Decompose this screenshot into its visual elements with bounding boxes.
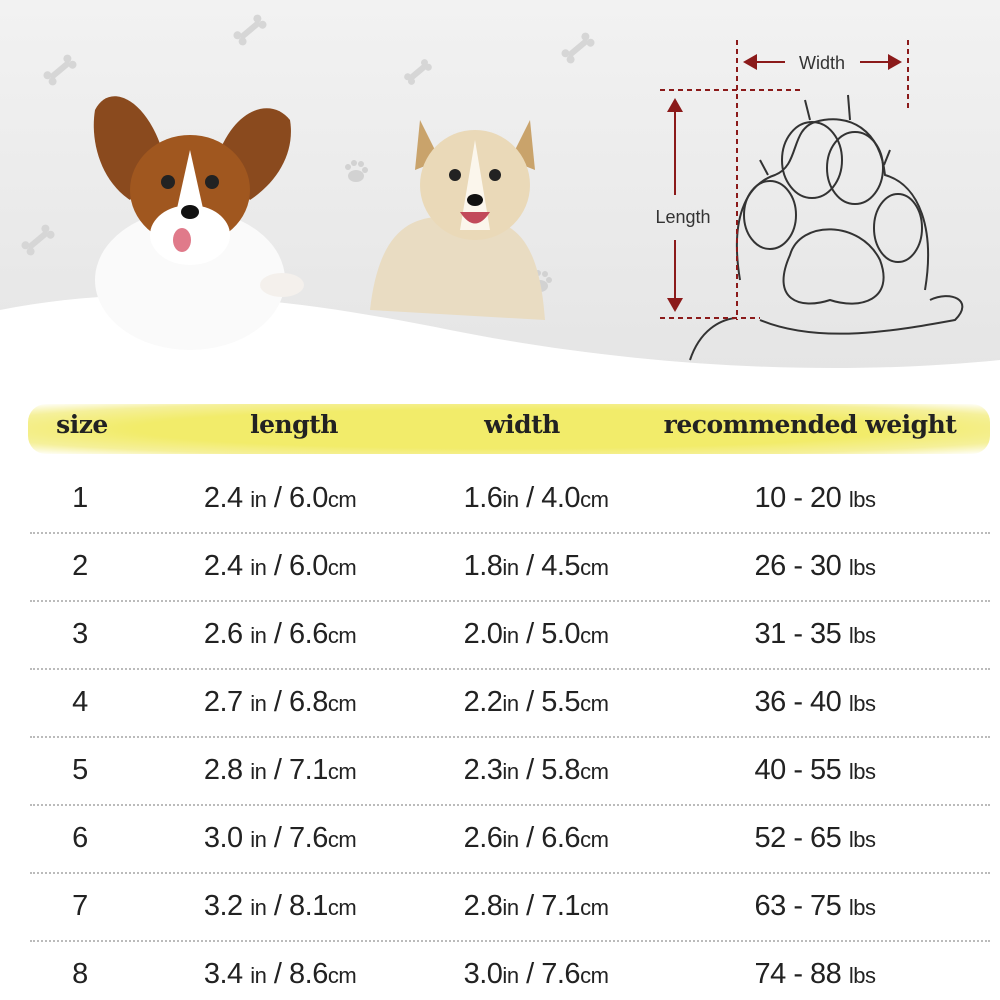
width-cell: 1.8in / 4.5cm xyxy=(463,550,609,582)
length-cell: 2.8 in / 7.1cm xyxy=(203,754,357,786)
row-divider xyxy=(30,804,990,806)
width-cell: 2.0in / 5.0cm xyxy=(463,618,609,650)
dimension-lines xyxy=(660,40,909,320)
width-cell: 3.0in / 7.6cm xyxy=(463,958,609,990)
size-cell: 1 xyxy=(72,482,88,514)
size-cell: 5 xyxy=(72,754,88,786)
row-divider xyxy=(30,940,990,942)
width-cell: 2.6in / 6.6cm xyxy=(463,822,609,854)
hero-illustration: Width Length xyxy=(0,0,1000,400)
weight-cell: 52 - 65 lbs xyxy=(754,822,876,854)
header-length: length xyxy=(250,410,338,439)
width-cell: 2.2in / 5.5cm xyxy=(463,686,609,718)
length-cell: 2.6 in / 6.6cm xyxy=(203,618,357,650)
width-cell: 2.3in / 5.8cm xyxy=(463,754,609,786)
row-divider xyxy=(30,600,990,602)
table-row: 6 3.0 in / 7.6cm 2.6in / 6.6cm 52 - 65 l… xyxy=(0,804,1000,872)
weight-cell: 31 - 35 lbs xyxy=(754,618,876,650)
length-cell: 3.4 in / 8.6cm xyxy=(203,958,357,990)
weight-cell: 40 - 55 lbs xyxy=(754,754,876,786)
size-cell: 8 xyxy=(72,958,88,990)
length-cell: 2.4 in / 6.0cm xyxy=(203,550,357,582)
weight-cell: 74 - 88 lbs xyxy=(754,958,876,990)
weight-cell: 10 - 20 lbs xyxy=(754,482,876,514)
size-cell: 6 xyxy=(72,822,88,854)
width-cell: 2.8in / 7.1cm xyxy=(463,890,609,922)
table-row: 1 2.4 in / 6.0cm 1.6in / 4.0cm 10 - 20 l… xyxy=(0,464,1000,532)
table-row: 8 3.4 in / 8.6cm 3.0in / 7.6cm 74 - 88 l… xyxy=(0,940,1000,1000)
weight-cell: 36 - 40 lbs xyxy=(754,686,876,718)
row-divider xyxy=(30,736,990,738)
table-row: 3 2.6 in / 6.6cm 2.0in / 5.0cm 31 - 35 l… xyxy=(0,600,1000,668)
bone-icons xyxy=(21,14,595,256)
table-row: 5 2.8 in / 7.1cm 2.3in / 5.8cm 40 - 55 l… xyxy=(0,736,1000,804)
row-divider xyxy=(30,872,990,874)
papillon-dog-image xyxy=(93,96,304,350)
header-highlight xyxy=(28,404,990,454)
length-cell: 2.7 in / 6.8cm xyxy=(203,686,357,718)
weight-cell: 63 - 75 lbs xyxy=(754,890,876,922)
row-divider xyxy=(30,532,990,534)
table-row: 2 2.4 in / 6.0cm 1.8in / 4.5cm 26 - 30 l… xyxy=(0,532,1000,600)
collie-dog-image xyxy=(370,120,545,320)
header-width: width xyxy=(484,410,560,439)
width-label: Width xyxy=(799,53,845,73)
header-size: size xyxy=(56,410,108,439)
size-cell: 4 xyxy=(72,686,88,718)
length-label: Length xyxy=(655,207,710,227)
weight-cell: 26 - 30 lbs xyxy=(754,550,876,582)
length-cell: 3.2 in / 8.1cm xyxy=(203,890,357,922)
table-row: 4 2.7 in / 6.8cm 2.2in / 5.5cm 36 - 40 l… xyxy=(0,668,1000,736)
width-cell: 1.6in / 4.0cm xyxy=(463,482,609,514)
size-cell: 2 xyxy=(72,550,88,582)
row-divider xyxy=(30,668,990,670)
length-cell: 3.0 in / 7.6cm xyxy=(203,822,357,854)
header-recommended-weight: recommended weight xyxy=(663,410,957,439)
paw-measurement-diagram xyxy=(689,94,964,361)
size-cell: 7 xyxy=(72,890,88,922)
table-row: 7 3.2 in / 8.1cm 2.8in / 7.1cm 63 - 75 l… xyxy=(0,872,1000,940)
size-cell: 3 xyxy=(72,618,88,650)
length-cell: 2.4 in / 6.0cm xyxy=(203,482,357,514)
